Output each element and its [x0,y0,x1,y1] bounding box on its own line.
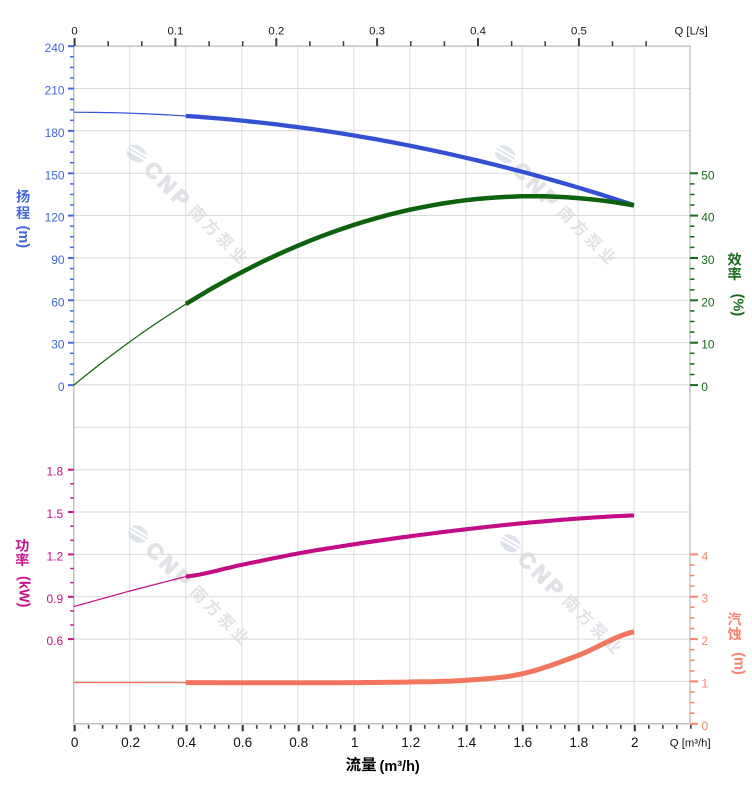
svg-text:0: 0 [71,25,77,37]
svg-text:2: 2 [631,735,639,750]
svg-text:90: 90 [51,253,65,267]
svg-text:0.5: 0.5 [571,25,587,37]
svg-text:0.1: 0.1 [167,25,183,37]
svg-text:120: 120 [45,211,65,225]
svg-text:180: 180 [45,126,65,140]
svg-text:1.2: 1.2 [401,735,420,750]
svg-text:0.6: 0.6 [233,735,252,750]
svg-text:0: 0 [58,380,65,394]
svg-text:0.4: 0.4 [470,25,486,37]
svg-text:1.8: 1.8 [569,735,588,750]
svg-text:0.4: 0.4 [177,735,196,750]
svg-text:Q [m³/h]: Q [m³/h] [670,738,711,750]
svg-text:0: 0 [701,380,708,394]
svg-text:210: 210 [45,84,65,98]
svg-text:(m): (m) [730,652,746,675]
svg-text:50: 50 [701,168,715,182]
svg-text:(%): (%) [729,294,745,317]
svg-text:0.6: 0.6 [47,634,64,648]
svg-text:0.8: 0.8 [289,735,308,750]
svg-text:1.6: 1.6 [513,735,532,750]
svg-text:1.5: 1.5 [47,507,64,521]
svg-text:10: 10 [701,338,715,352]
svg-text:20: 20 [701,295,715,309]
svg-text:3: 3 [702,592,709,606]
svg-text:0.3: 0.3 [369,25,385,37]
svg-text:40: 40 [701,211,715,225]
svg-text:(m): (m) [15,226,31,249]
svg-text:1: 1 [702,676,709,690]
svg-text:0.9: 0.9 [47,592,64,606]
svg-text:240: 240 [45,41,65,55]
svg-text:0.2: 0.2 [121,735,140,750]
svg-text:1.4: 1.4 [457,735,476,750]
svg-text:0: 0 [702,719,709,733]
svg-text:2: 2 [702,634,709,648]
svg-text:Q [L/s]: Q [L/s] [675,26,708,38]
svg-text:1.8: 1.8 [47,465,64,479]
svg-text:(kW): (kW) [15,576,31,608]
svg-text:0: 0 [71,735,79,750]
svg-text:1: 1 [351,735,359,750]
svg-text:0.2: 0.2 [268,25,284,37]
svg-text:30: 30 [701,253,715,267]
svg-text:60: 60 [51,295,65,309]
svg-text:(m³/h): (m³/h) [380,759,420,775]
svg-text:1.2: 1.2 [47,549,64,563]
svg-text:150: 150 [45,168,65,182]
svg-text:4: 4 [702,549,709,563]
svg-text:30: 30 [51,338,65,352]
